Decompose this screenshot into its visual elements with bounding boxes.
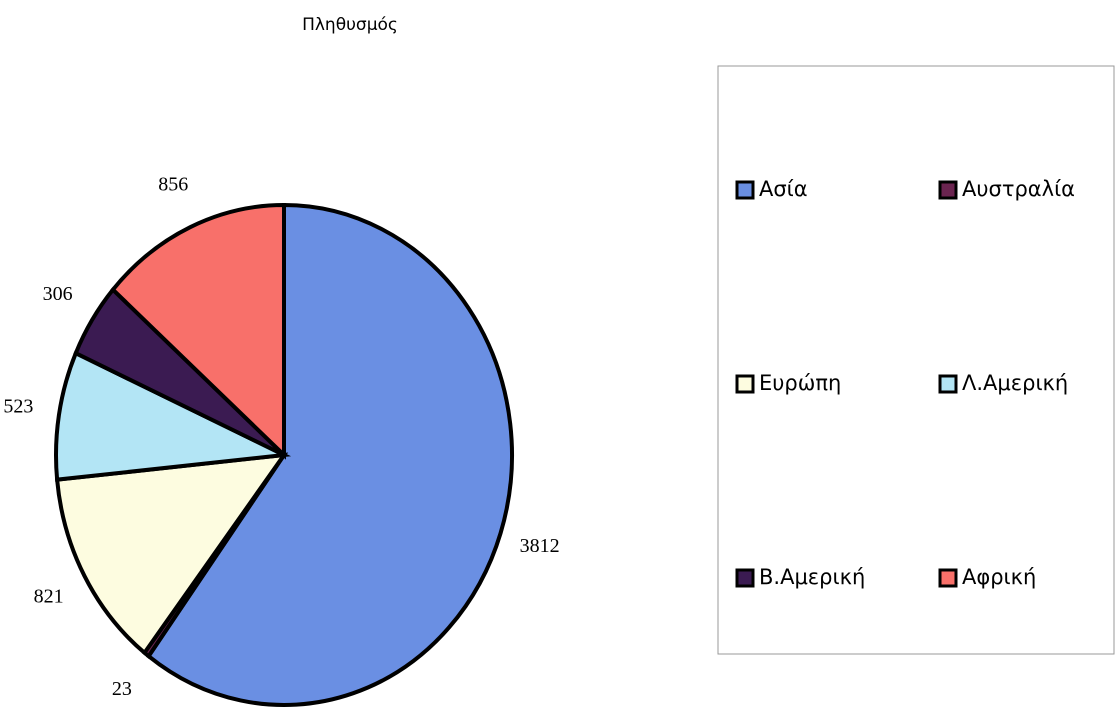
- data-label: 306: [43, 283, 73, 305]
- legend-label: Αφρική: [962, 565, 1036, 589]
- legend-swatch: [735, 374, 755, 394]
- legend-box: [717, 65, 1115, 655]
- legend-label: Β.Αμερική: [759, 565, 865, 589]
- chart-title: Πληθυσμός: [302, 15, 398, 35]
- legend-swatch: [938, 568, 958, 588]
- pie-slice: [145, 202, 514, 707]
- data-label: 821: [34, 585, 64, 607]
- pie-slice: [110, 202, 286, 460]
- legend-label: Ασία: [759, 177, 808, 201]
- data-label: 856: [158, 174, 188, 196]
- data-label: 3812: [520, 535, 560, 557]
- legend-label: Αυστραλία: [962, 177, 1075, 201]
- pie-slice: [54, 350, 292, 482]
- legend-swatch: [938, 180, 958, 200]
- pie-slice: [54, 452, 289, 656]
- legend-label: Λ.Αμερική: [962, 371, 1068, 395]
- legend-swatch: [735, 180, 755, 200]
- legend-swatch: [938, 374, 958, 394]
- legend-swatch: [735, 568, 755, 588]
- data-label: 523: [3, 396, 33, 418]
- data-label: 23: [112, 678, 132, 700]
- legend-label: Ευρώπη: [759, 371, 841, 395]
